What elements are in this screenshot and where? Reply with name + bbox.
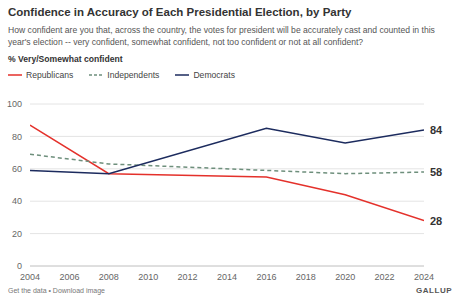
svg-text:80: 80 (12, 132, 22, 142)
svg-text:58: 58 (430, 166, 442, 178)
html-text:Confidence in Accuracy of Each: Confidence in Accuracy of Each President… (8, 6, 352, 18)
svg-text:2024: 2024 (414, 272, 434, 282)
svg-text:0: 0 (17, 261, 22, 271)
svg-text:60: 60 (12, 164, 22, 174)
html-text:% Very/Somewhat confident: % Very/Somewhat confident (8, 54, 123, 64)
svg-text:2022: 2022 (375, 272, 395, 282)
svg-text:100: 100 (8, 99, 22, 109)
html-text:Independents: Independents (107, 70, 160, 80)
svg-text:20: 20 (12, 229, 22, 239)
html-text:Republicans: Republicans (26, 70, 74, 80)
svg-text:2008: 2008 (99, 272, 119, 282)
svg-text:2012: 2012 (178, 272, 198, 282)
svg-text:28: 28 (430, 215, 442, 227)
svg-text:2016: 2016 (256, 272, 276, 282)
svg-text:2004: 2004 (20, 272, 40, 282)
svg-text:40: 40 (12, 196, 22, 206)
html-text:Democrats: Democrats (193, 70, 235, 80)
html-text:GALLUP: GALLUP (416, 286, 452, 295)
svg-text:2018: 2018 (296, 272, 316, 282)
svg-text:2014: 2014 (217, 272, 237, 282)
svg-text:2006: 2006 (59, 272, 79, 282)
html-text:Get the data • Download image: Get the data • Download image (8, 287, 105, 294)
svg-text:2010: 2010 (138, 272, 158, 282)
svg-text:2020: 2020 (335, 272, 355, 282)
html-text:How confident are you that, ac: How confident are you that, across the c… (8, 25, 435, 47)
svg-text:84: 84 (430, 124, 443, 136)
